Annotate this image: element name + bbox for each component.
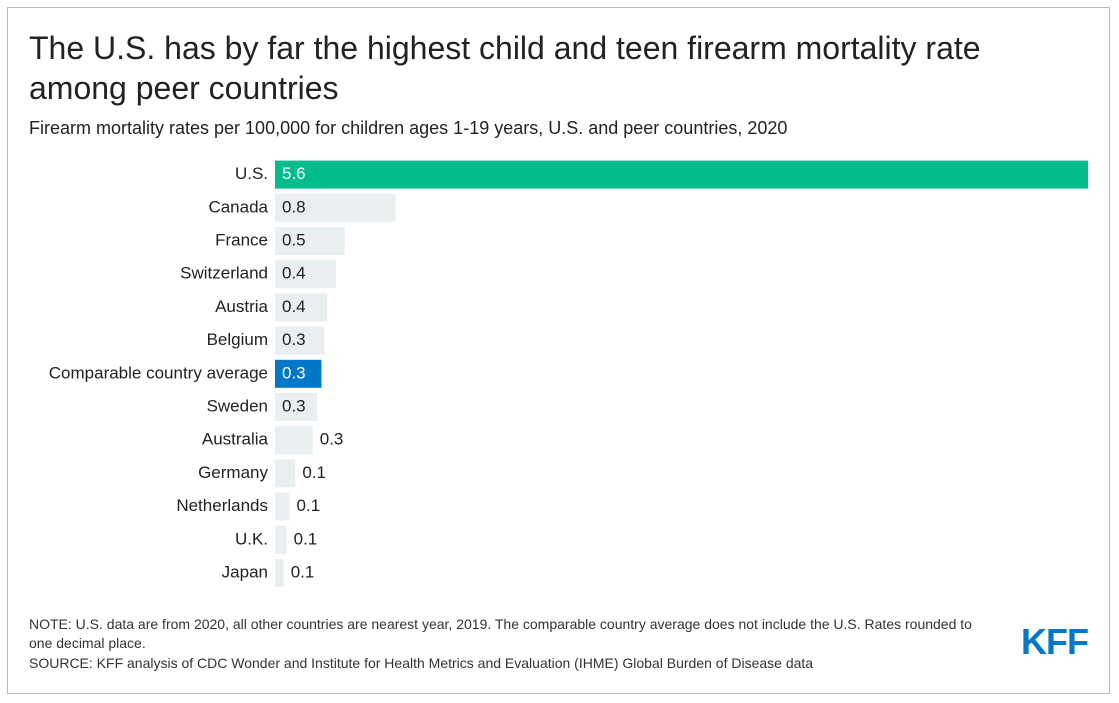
- value-label: 0.1: [297, 496, 321, 515]
- value-label: 0.1: [302, 463, 326, 482]
- source: SOURCE: KFF analysis of CDC Wonder and I…: [29, 655, 814, 671]
- y-tick-label: Australia: [202, 430, 269, 449]
- bar: [275, 359, 322, 388]
- bar: [275, 525, 287, 554]
- value-label: 0.5: [282, 230, 306, 249]
- value-label: 0.4: [282, 264, 306, 283]
- bar: [275, 459, 296, 488]
- y-tick-label: France: [215, 230, 268, 249]
- note: NOTE: U.S. data are from 2020, all other…: [29, 616, 972, 651]
- bar: [275, 559, 284, 587]
- value-label: 0.4: [282, 297, 306, 316]
- value-label: 0.3: [282, 396, 306, 415]
- value-label: 0.1: [294, 529, 318, 548]
- frame: [7, 7, 1110, 694]
- bar: [275, 492, 290, 521]
- bar: [275, 160, 1088, 189]
- bar: [275, 260, 336, 289]
- bar: [275, 193, 396, 222]
- y-tick-label: Japan: [222, 562, 268, 581]
- y-tick-label: Netherlands: [176, 496, 268, 515]
- chart-subtitle: Firearm mortality rates per 100,000 for …: [29, 118, 788, 138]
- bar: [275, 293, 328, 322]
- value-label: 0.3: [282, 363, 306, 382]
- logo: KFF: [1021, 621, 1089, 662]
- value-label: 0.3: [282, 330, 306, 349]
- bar: [275, 227, 345, 255]
- y-tick-label: Belgium: [207, 330, 268, 349]
- bar: [275, 393, 318, 421]
- value-label: 5.6: [282, 164, 306, 183]
- y-tick-label: Sweden: [207, 396, 268, 415]
- y-tick-label: U.S.: [235, 164, 268, 183]
- y-tick-label: Austria: [215, 297, 268, 316]
- y-tick-label: U.K.: [235, 529, 268, 548]
- y-tick-label: Germany: [198, 463, 268, 482]
- bar: [275, 426, 313, 455]
- chart-title: The U.S. has by far the highest child an…: [29, 30, 981, 106]
- bar: [275, 326, 325, 355]
- value-label: 0.1: [291, 562, 315, 581]
- value-label: 0.3: [320, 430, 344, 449]
- y-tick-label: Switzerland: [180, 264, 268, 283]
- y-tick-label: Comparable country average: [49, 363, 268, 382]
- value-label: 0.8: [282, 197, 306, 216]
- y-tick-label: Canada: [208, 197, 268, 216]
